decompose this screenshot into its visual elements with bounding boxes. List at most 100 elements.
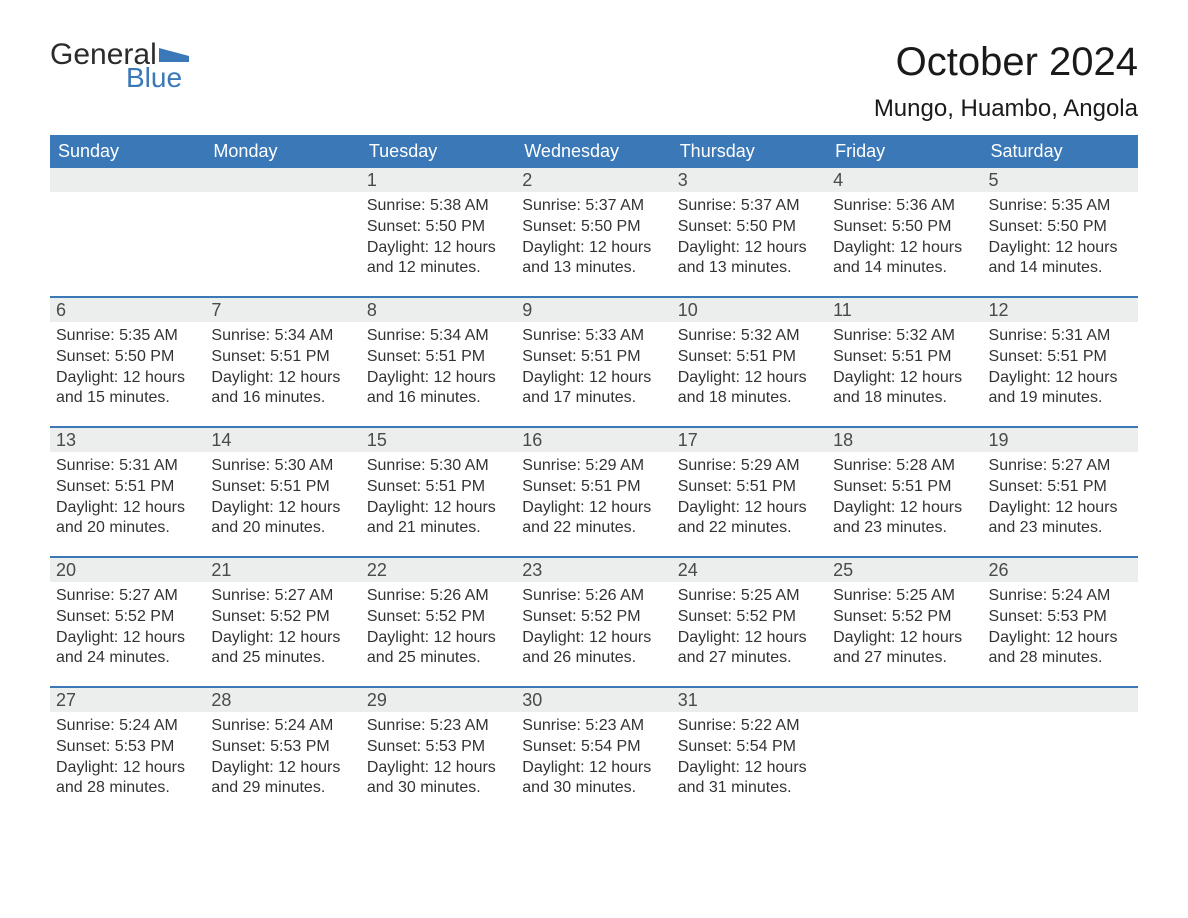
- day-number-row: 24: [672, 558, 827, 582]
- daylight2-text: and 22 minutes.: [678, 518, 821, 539]
- day-number: 14: [205, 428, 360, 453]
- day-cell: 17Sunrise: 5:29 AMSunset: 5:51 PMDayligh…: [672, 428, 827, 556]
- daylight1-text: Daylight: 12 hours: [833, 498, 976, 519]
- week-row: 1Sunrise: 5:38 AMSunset: 5:50 PMDaylight…: [50, 168, 1138, 296]
- day-cell: 8Sunrise: 5:34 AMSunset: 5:51 PMDaylight…: [361, 298, 516, 426]
- daylight2-text: and 25 minutes.: [211, 648, 354, 669]
- day-body: Sunrise: 5:27 AMSunset: 5:52 PMDaylight:…: [205, 582, 360, 669]
- daylight2-text: and 24 minutes.: [56, 648, 199, 669]
- daylight2-text: and 23 minutes.: [989, 518, 1132, 539]
- day-number: 27: [50, 688, 205, 713]
- day-body: Sunrise: 5:28 AMSunset: 5:51 PMDaylight:…: [827, 452, 982, 539]
- day-body: Sunrise: 5:27 AMSunset: 5:52 PMDaylight:…: [50, 582, 205, 669]
- sunrise-text: Sunrise: 5:22 AM: [678, 716, 821, 737]
- sunset-text: Sunset: 5:52 PM: [833, 607, 976, 628]
- day-number-row: 9: [516, 298, 671, 322]
- day-body: [827, 712, 982, 716]
- day-cell: 16Sunrise: 5:29 AMSunset: 5:51 PMDayligh…: [516, 428, 671, 556]
- day-number: 23: [516, 558, 671, 583]
- day-cell: 30Sunrise: 5:23 AMSunset: 5:54 PMDayligh…: [516, 688, 671, 816]
- daylight1-text: Daylight: 12 hours: [367, 628, 510, 649]
- day-body: Sunrise: 5:27 AMSunset: 5:51 PMDaylight:…: [983, 452, 1138, 539]
- daylight2-text: and 28 minutes.: [989, 648, 1132, 669]
- logo-blue-text: Blue: [126, 64, 189, 92]
- day-number: 20: [50, 558, 205, 583]
- day-cell: 26Sunrise: 5:24 AMSunset: 5:53 PMDayligh…: [983, 558, 1138, 686]
- day-cell: 24Sunrise: 5:25 AMSunset: 5:52 PMDayligh…: [672, 558, 827, 686]
- day-number-row: 12: [983, 298, 1138, 322]
- day-cell: 27Sunrise: 5:24 AMSunset: 5:53 PMDayligh…: [50, 688, 205, 816]
- day-body: Sunrise: 5:23 AMSunset: 5:54 PMDaylight:…: [516, 712, 671, 799]
- day-body: [50, 192, 205, 196]
- daylight2-text: and 26 minutes.: [522, 648, 665, 669]
- day-cell: 20Sunrise: 5:27 AMSunset: 5:52 PMDayligh…: [50, 558, 205, 686]
- daylight1-text: Daylight: 12 hours: [56, 368, 199, 389]
- day-number-row: 18: [827, 428, 982, 452]
- day-body: Sunrise: 5:24 AMSunset: 5:53 PMDaylight:…: [983, 582, 1138, 669]
- day-number-row: 3: [672, 168, 827, 192]
- daylight2-text: and 23 minutes.: [833, 518, 976, 539]
- day-number: 1: [361, 168, 516, 193]
- day-cell: 31Sunrise: 5:22 AMSunset: 5:54 PMDayligh…: [672, 688, 827, 816]
- day-number-row: [50, 168, 205, 192]
- sunset-text: Sunset: 5:51 PM: [678, 347, 821, 368]
- sunrise-text: Sunrise: 5:30 AM: [367, 456, 510, 477]
- day-number-row: 15: [361, 428, 516, 452]
- day-cell: 25Sunrise: 5:25 AMSunset: 5:52 PMDayligh…: [827, 558, 982, 686]
- day-number: 25: [827, 558, 982, 583]
- day-number-row: [827, 688, 982, 712]
- daylight1-text: Daylight: 12 hours: [522, 498, 665, 519]
- daylight1-text: Daylight: 12 hours: [211, 628, 354, 649]
- sunrise-text: Sunrise: 5:37 AM: [522, 196, 665, 217]
- daylight1-text: Daylight: 12 hours: [833, 628, 976, 649]
- week-row: 20Sunrise: 5:27 AMSunset: 5:52 PMDayligh…: [50, 556, 1138, 686]
- daylight2-text: and 13 minutes.: [678, 258, 821, 279]
- sunset-text: Sunset: 5:51 PM: [833, 347, 976, 368]
- sunrise-text: Sunrise: 5:27 AM: [56, 586, 199, 607]
- day-number: 28: [205, 688, 360, 713]
- sunset-text: Sunset: 5:51 PM: [833, 477, 976, 498]
- sunset-text: Sunset: 5:50 PM: [989, 217, 1132, 238]
- sunset-text: Sunset: 5:52 PM: [211, 607, 354, 628]
- day-body: Sunrise: 5:22 AMSunset: 5:54 PMDaylight:…: [672, 712, 827, 799]
- day-cell: 4Sunrise: 5:36 AMSunset: 5:50 PMDaylight…: [827, 168, 982, 296]
- sunset-text: Sunset: 5:51 PM: [211, 347, 354, 368]
- day-number-row: 1: [361, 168, 516, 192]
- dow-cell: Sunday: [50, 135, 205, 168]
- daylight1-text: Daylight: 12 hours: [56, 498, 199, 519]
- daylight1-text: Daylight: 12 hours: [367, 498, 510, 519]
- day-number: 21: [205, 558, 360, 583]
- day-number-row: 2: [516, 168, 671, 192]
- day-cell: 5Sunrise: 5:35 AMSunset: 5:50 PMDaylight…: [983, 168, 1138, 296]
- day-number: 31: [672, 688, 827, 713]
- daylight2-text: and 27 minutes.: [833, 648, 976, 669]
- day-body: Sunrise: 5:24 AMSunset: 5:53 PMDaylight:…: [205, 712, 360, 799]
- daylight2-text: and 17 minutes.: [522, 388, 665, 409]
- day-number-row: 8: [361, 298, 516, 322]
- week-row: 27Sunrise: 5:24 AMSunset: 5:53 PMDayligh…: [50, 686, 1138, 816]
- daylight1-text: Daylight: 12 hours: [522, 628, 665, 649]
- day-body: Sunrise: 5:26 AMSunset: 5:52 PMDaylight:…: [516, 582, 671, 669]
- sunrise-text: Sunrise: 5:37 AM: [678, 196, 821, 217]
- day-body: Sunrise: 5:29 AMSunset: 5:51 PMDaylight:…: [516, 452, 671, 539]
- day-number-row: 17: [672, 428, 827, 452]
- day-number: 29: [361, 688, 516, 713]
- daylight1-text: Daylight: 12 hours: [989, 368, 1132, 389]
- sunset-text: Sunset: 5:51 PM: [367, 477, 510, 498]
- daylight1-text: Daylight: 12 hours: [522, 368, 665, 389]
- day-number-row: 11: [827, 298, 982, 322]
- day-number: 11: [827, 298, 982, 323]
- daylight1-text: Daylight: 12 hours: [211, 368, 354, 389]
- day-body: Sunrise: 5:35 AMSunset: 5:50 PMDaylight:…: [50, 322, 205, 409]
- day-body: Sunrise: 5:30 AMSunset: 5:51 PMDaylight:…: [205, 452, 360, 539]
- day-number-row: 23: [516, 558, 671, 582]
- daylight2-text: and 14 minutes.: [989, 258, 1132, 279]
- daylight2-text: and 27 minutes.: [678, 648, 821, 669]
- day-cell: 1Sunrise: 5:38 AMSunset: 5:50 PMDaylight…: [361, 168, 516, 296]
- dow-cell: Friday: [827, 135, 982, 168]
- day-number-row: [205, 168, 360, 192]
- sunset-text: Sunset: 5:50 PM: [367, 217, 510, 238]
- day-cell: 28Sunrise: 5:24 AMSunset: 5:53 PMDayligh…: [205, 688, 360, 816]
- day-cell: 21Sunrise: 5:27 AMSunset: 5:52 PMDayligh…: [205, 558, 360, 686]
- day-cell: 3Sunrise: 5:37 AMSunset: 5:50 PMDaylight…: [672, 168, 827, 296]
